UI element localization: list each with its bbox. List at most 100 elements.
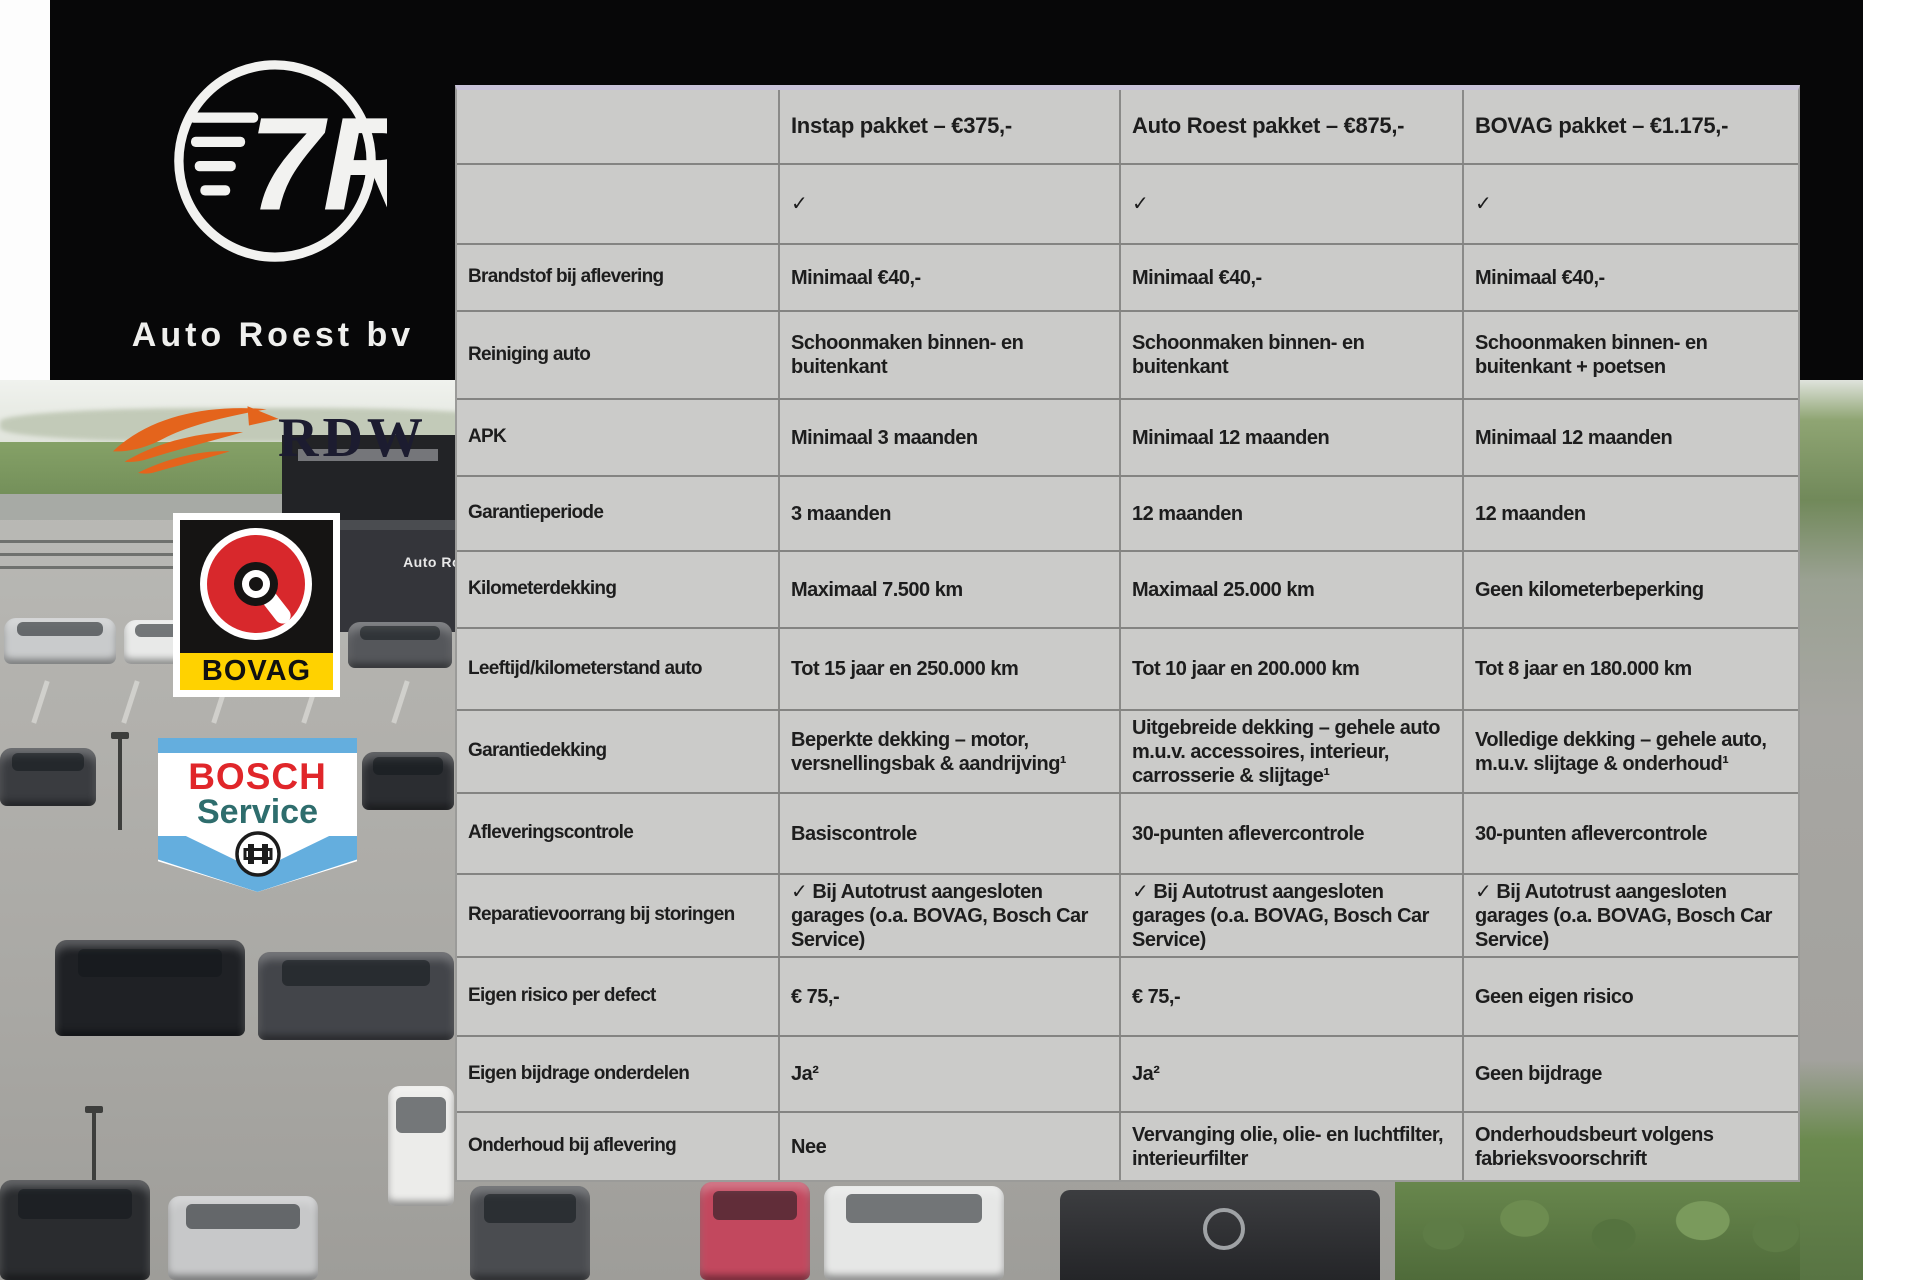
header-label: Instap pakket – €375,- xyxy=(791,113,1012,139)
table-row-label: Kilometerdekking xyxy=(468,578,617,600)
building-sign-text: Auto Ro xyxy=(403,554,461,570)
table-row-label: Garantiedekking xyxy=(468,740,607,762)
table-row: Kilometerdekking Maximaal 7.500 km Maxim… xyxy=(457,550,1798,627)
table-row-label xyxy=(457,165,778,243)
table-row-label: Reparatievoorrang bij storingen xyxy=(468,904,735,926)
table-cell: Vervanging olie, olie- en luchtfilter, i… xyxy=(1119,1113,1462,1180)
table-cell: 12 maanden xyxy=(1462,477,1798,550)
photo-car xyxy=(168,1196,318,1280)
bovag-band: BOVAG xyxy=(180,653,333,690)
table-cell: 12 maanden xyxy=(1119,477,1462,550)
table-row-label: Eigen bijdrage onderdelen xyxy=(468,1062,690,1084)
table-header-cell: Instap pakket – €375,- xyxy=(778,90,1119,163)
bovag-emblem xyxy=(180,520,333,653)
table-cell: € 75,- xyxy=(1119,958,1462,1035)
table-cell: Minimaal 12 maanden xyxy=(1119,400,1462,475)
photo-car xyxy=(362,752,454,810)
table-cell: 30-punten aflevercontrole xyxy=(1462,794,1798,873)
table-row: APK Minimaal 3 maanden Minimaal 12 maand… xyxy=(457,398,1798,475)
table-header-cell: Auto Roest pakket – €875,- xyxy=(1119,90,1462,163)
table-cell: € 75,- xyxy=(778,958,1119,1035)
auto-roest-logo-icon: 7R xyxy=(174,60,387,262)
table-row-label: APK xyxy=(468,426,507,448)
check-icon: ✓ xyxy=(1475,193,1492,215)
table-cell: Geen eigen risico xyxy=(1462,958,1798,1035)
table-header-row: Instap pakket – €375,- Auto Roest pakket… xyxy=(457,90,1798,163)
photo-bushes xyxy=(1395,1170,1800,1280)
table-row: Leeftijd/kilometerstand auto Tot 15 jaar… xyxy=(457,627,1798,709)
bosch-top-band xyxy=(158,738,357,753)
photo-car xyxy=(824,1186,1004,1280)
table-cell: Schoonmaken binnen- en buitenkant + poet… xyxy=(1462,312,1798,398)
table-cell: Minimaal €40,- xyxy=(1119,245,1462,310)
check-icon: ✓ xyxy=(1132,193,1149,215)
photo-car xyxy=(4,618,116,664)
table-row-label: Eigen risico per defect xyxy=(468,985,656,1007)
table-cell: Basiscontrole xyxy=(778,794,1119,873)
check-icon: ✓ xyxy=(791,193,808,215)
table-row: Garantieperiode 3 maanden 12 maanden 12 … xyxy=(457,475,1798,550)
table-header-cell: BOVAG pakket – €1.175,- xyxy=(1462,90,1798,163)
bosch-service-logo: BOSCH Service xyxy=(158,738,357,892)
photo-van-front xyxy=(1060,1190,1380,1280)
photo-showroom-building: Auto Ro xyxy=(326,520,463,632)
table-cell: Uitgebreide dekking – gehele auto m.u.v.… xyxy=(1119,711,1462,792)
table-cell: Schoonmaken binnen- en buitenkant xyxy=(778,312,1119,398)
table-cell: Minimaal €40,- xyxy=(778,245,1119,310)
header-label: Auto Roest pakket – €875,- xyxy=(1132,113,1405,139)
package-comparison-table: Instap pakket – €375,- Auto Roest pakket… xyxy=(455,85,1800,1182)
table-row-label: Afleveringscontrole xyxy=(468,822,634,844)
photo-car xyxy=(55,940,245,1036)
rdw-wordmark: RDW xyxy=(278,407,427,469)
table-cell: 3 maanden xyxy=(778,477,1119,550)
table-cell: Tot 10 jaar en 200.000 km xyxy=(1119,629,1462,709)
table-cell: ✓ xyxy=(778,165,1119,243)
table-cell: Minimaal 12 maanden xyxy=(1462,400,1798,475)
table-cell: Geen bijdrage xyxy=(1462,1037,1798,1111)
table-cell: Nee xyxy=(778,1113,1119,1180)
photo-far-building xyxy=(282,435,460,527)
header-label: BOVAG pakket – €1.175,- xyxy=(1475,113,1729,139)
table-cell: Minimaal 3 maanden xyxy=(778,400,1119,475)
brand-name: Auto Roest bv xyxy=(131,316,415,354)
table-cell: Ja² xyxy=(778,1037,1119,1111)
table-cell: Schoonmaken binnen- en buitenkant xyxy=(1119,312,1462,398)
table-row: Afleveringscontrole Basiscontrole 30-pun… xyxy=(457,792,1798,873)
table-row-label: Onderhoud bij aflevering xyxy=(468,1135,677,1157)
photo-car xyxy=(388,1086,454,1206)
photo-right-edge xyxy=(1800,380,1863,1280)
bovag-wordmark: BOVAG xyxy=(201,655,312,687)
table-row: Garantiedekking Beperkte dekking – motor… xyxy=(457,709,1798,792)
photo-lamp-post xyxy=(111,732,129,830)
table-row-label: Garantieperiode xyxy=(468,502,604,524)
table-row-label: Reiniging auto xyxy=(468,343,591,365)
rdw-eagle-icon xyxy=(112,406,279,474)
bosch-armature-icon xyxy=(234,831,281,877)
table-cell: ✓ xyxy=(1462,165,1798,243)
table-cell: 30-punten aflevercontrole xyxy=(1119,794,1462,873)
photo-car xyxy=(470,1186,590,1280)
photo-far-building-sign xyxy=(298,449,438,461)
photo-car xyxy=(258,952,454,1040)
left-margin xyxy=(0,0,50,380)
bosch-service-text: Service xyxy=(197,793,318,831)
table-row: ✓ ✓ ✓ xyxy=(457,163,1798,243)
photo-car xyxy=(0,1180,150,1280)
table-row: Reiniging auto Schoonmaken binnen- en bu… xyxy=(457,310,1798,398)
right-margin xyxy=(1863,0,1920,1280)
table-cell: Maximaal 25.000 km xyxy=(1119,552,1462,627)
table-row-label: Brandstof bij aflevering xyxy=(468,266,664,288)
table-cell: ✓ Bij Autotrust aangesloten garages (o.a… xyxy=(1119,875,1462,956)
rdw-logo: RDW xyxy=(110,402,423,480)
bovag-logo: BOVAG xyxy=(173,513,340,697)
table-row: Reparatievoorrang bij storingen ✓ Bij Au… xyxy=(457,873,1798,956)
table-cell: Tot 15 jaar en 250.000 km xyxy=(778,629,1119,709)
table-row: Onderhoud bij aflevering Nee Vervanging … xyxy=(457,1111,1798,1180)
table-cell: Volledige dekking – gehele auto, m.u.v. … xyxy=(1462,711,1798,792)
bosch-wordmark: BOSCH xyxy=(188,756,327,797)
table-row: Eigen risico per defect € 75,- € 75,- Ge… xyxy=(457,956,1798,1035)
table-cell: Onderhoudsbeurt volgens fabrieksvoorschr… xyxy=(1462,1113,1798,1180)
table-cell: ✓ Bij Autotrust aangesloten garages (o.a… xyxy=(778,875,1119,956)
table-cell: ✓ xyxy=(1119,165,1462,243)
